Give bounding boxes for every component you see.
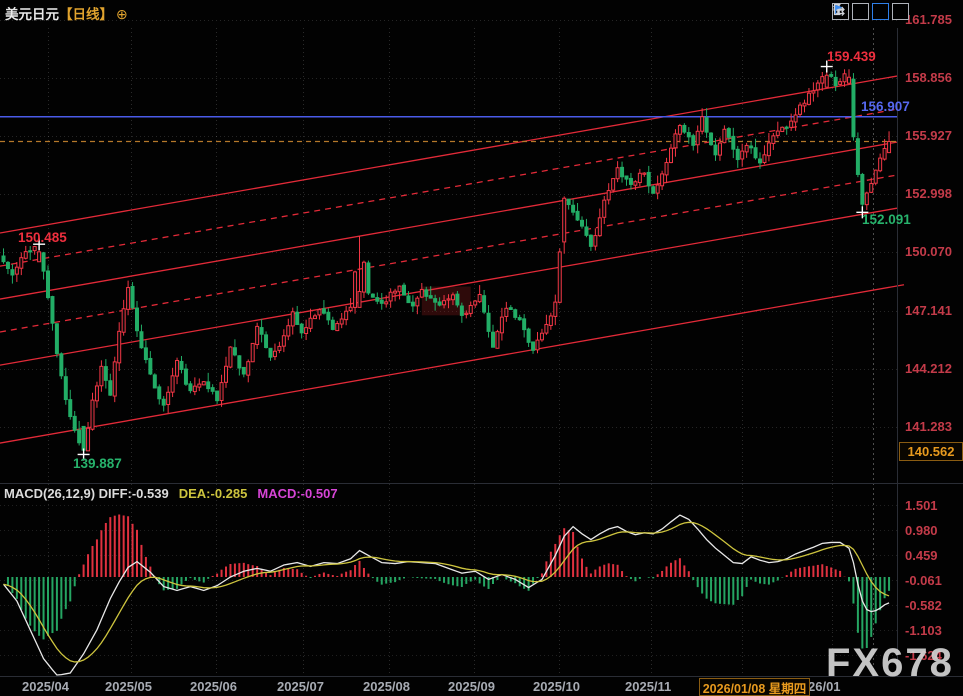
- macd-tick-label: -1.103: [905, 622, 942, 638]
- symbol-name: 美元日元: [5, 7, 59, 22]
- x-axis-label: 2025/06: [190, 679, 237, 694]
- exit-icon[interactable]: [833, 3, 909, 20]
- x-axis-label-partial: 26/01: [808, 679, 841, 694]
- chart-toolbar: [832, 3, 909, 20]
- x-axis-label: 2025/07: [277, 679, 324, 694]
- flag-icon[interactable]: [834, 3, 889, 20]
- timeframe-label: 【日线】: [59, 7, 113, 22]
- macd-header: MACD(26,12,9) DIFF:-0.539 DEA:-0.285 MACD:…: [4, 486, 338, 501]
- x-axis-label: 2025/11: [625, 679, 672, 694]
- price-tick-label: 158.856: [905, 70, 952, 86]
- crosshair-date-box: 2026/01/08 星期四: [699, 678, 810, 696]
- price-tick-label: 147.141: [905, 302, 952, 318]
- macd-tick-label: -0.582: [905, 597, 942, 613]
- price-tick-label: 161.785: [905, 12, 952, 27]
- price-tick-label: 141.283: [905, 418, 952, 434]
- annotation-recent-low: 152.091: [862, 212, 911, 227]
- macd-tick-label: -1.624: [905, 647, 942, 663]
- x-axis-label: 2025/09: [448, 679, 495, 694]
- price-tick-label: 150.070: [905, 244, 952, 260]
- annotation-blue-level: 156.907: [861, 99, 910, 114]
- annotation-major-low: 139.887: [73, 456, 122, 471]
- macd-value: MACD:-0.507: [257, 486, 338, 501]
- macd-tick-label: -0.061: [905, 572, 942, 588]
- macd-diff-value: MACD(26,12,9) DIFF:-0.539: [4, 486, 169, 501]
- macd-dea-value: DEA:-0.285: [178, 486, 248, 501]
- macd-tick-label: 0.980: [905, 522, 938, 538]
- x-axis-label: 2025/04: [22, 679, 69, 694]
- chart-title: 美元日元【日线】 ⊕: [5, 3, 128, 23]
- price-tick-label: 155.927: [905, 128, 952, 144]
- crosshair-price-box: 140.562: [899, 442, 963, 461]
- circle-plus-icon[interactable]: ⊕: [116, 6, 128, 22]
- price-tick-label: 144.212: [905, 360, 952, 376]
- macd-tick-label: 0.459: [905, 547, 938, 563]
- x-axis-label: 2025/05: [105, 679, 152, 694]
- price-tick-label: 152.998: [905, 186, 952, 202]
- annotation-major-high: 159.439: [827, 49, 876, 64]
- watermark: FX678: [826, 641, 954, 685]
- x-axis-label: 2025/08: [363, 679, 410, 694]
- annotation-swing-high: 150.485: [18, 230, 67, 245]
- x-axis-label: 2025/10: [533, 679, 580, 694]
- macd-tick-label: 1.501: [905, 497, 938, 513]
- axis-scale-icon[interactable]: [833, 3, 869, 20]
